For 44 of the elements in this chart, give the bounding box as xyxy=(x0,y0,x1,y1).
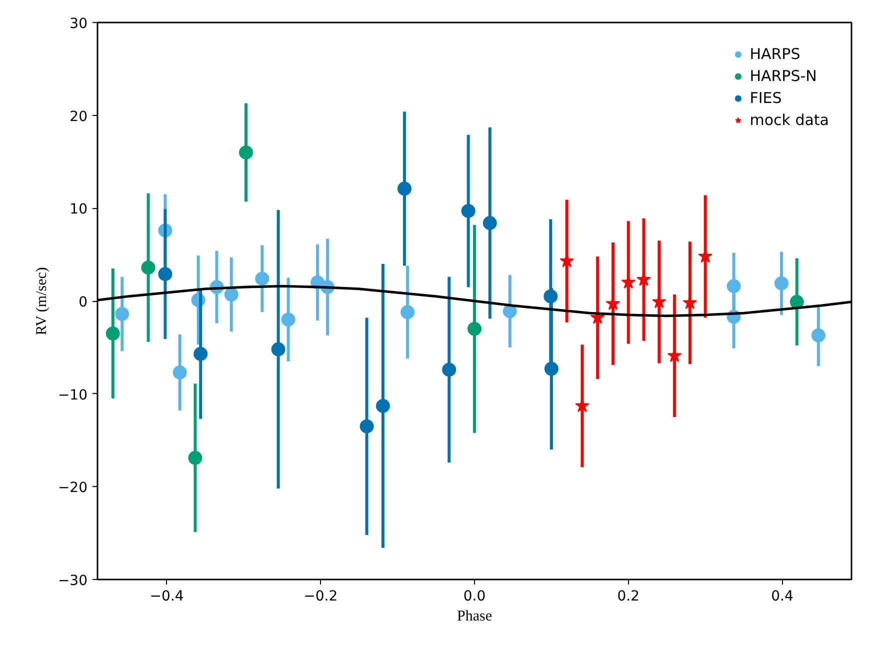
point xyxy=(115,307,130,321)
legend-label: HARPS xyxy=(750,45,800,63)
point xyxy=(468,322,482,336)
legend-label: mock data xyxy=(750,111,829,129)
point xyxy=(790,294,804,309)
point xyxy=(194,346,208,361)
point xyxy=(172,365,187,380)
point xyxy=(158,267,172,282)
y-axis-title: RV (m/sec) xyxy=(34,267,50,336)
x-axis-title: Phase xyxy=(457,608,492,624)
point xyxy=(224,288,238,302)
point xyxy=(397,182,412,196)
legend-label: FIES xyxy=(750,89,782,107)
point xyxy=(281,312,296,327)
point xyxy=(544,362,558,376)
x-tick-label: −0.4 xyxy=(150,588,184,604)
point xyxy=(255,272,270,286)
point xyxy=(376,398,390,413)
point xyxy=(482,216,497,230)
point xyxy=(188,450,202,465)
point xyxy=(238,145,253,160)
x-tick-label: 0.2 xyxy=(617,588,640,604)
y-tick-label: −10 xyxy=(58,387,88,404)
point xyxy=(726,279,741,294)
x-tick-label: −0.2 xyxy=(304,588,338,604)
point xyxy=(271,342,286,356)
point xyxy=(774,276,788,290)
x-tick-label: 0.4 xyxy=(771,588,794,604)
y-tick-label: 10 xyxy=(70,202,88,218)
y-tick-label: −20 xyxy=(58,480,88,496)
point xyxy=(106,326,120,340)
point xyxy=(811,328,826,342)
x-tick-label: 0.0 xyxy=(463,588,486,604)
y-tick-label: 0 xyxy=(78,294,88,310)
point xyxy=(141,260,156,275)
y-tick-label: −30 xyxy=(58,573,88,589)
point xyxy=(442,362,456,377)
legend-label: HARPS-N xyxy=(750,67,817,85)
y-tick-label: 20 xyxy=(70,108,88,125)
point xyxy=(400,305,415,320)
point xyxy=(360,419,374,434)
point xyxy=(544,289,558,304)
y-tick-label: 30 xyxy=(70,16,88,32)
point xyxy=(461,204,476,218)
